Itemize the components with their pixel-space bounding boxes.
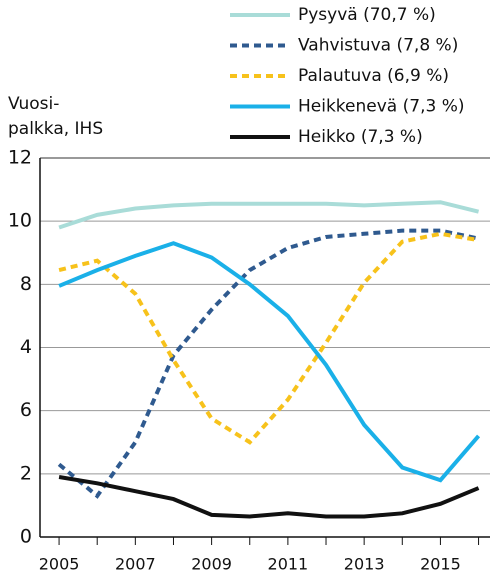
y-tick-label: 4 [20,336,32,358]
line-series [58,241,481,483]
legend-label: Pysyvä (70,7 %) [298,5,436,25]
legend-label: Vahvistuva (7,8 %) [298,36,458,56]
x-tick-label: 2007 [115,555,156,574]
y-tick-label: 0 [20,526,32,548]
legend-label: Heikkenevä (7,3 %) [298,97,464,117]
legend-label: Heikko (7,3 %) [298,127,423,147]
y-tick-label: 12 [8,147,32,169]
line-series [58,475,480,519]
x-tick-label: 2013 [344,555,385,574]
y-tick-label: 6 [20,399,32,421]
x-tick-label: 2015 [420,555,461,574]
line-series [57,228,479,499]
y-tick-label: 2 [20,462,32,484]
x-tick-label: 2009 [191,555,232,574]
y-tick-label: 10 [8,210,32,232]
line-series [58,231,479,445]
y-tick-label: 8 [20,273,32,295]
y-axis-label: palkka, IHS [8,119,103,139]
y-axis-label: Vuosi- [8,94,59,114]
legend-label: Palautuva (6,9 %) [298,66,449,86]
x-tick-label: 2005 [39,555,80,574]
x-tick-label: 2011 [268,555,309,574]
line-series [58,200,480,230]
